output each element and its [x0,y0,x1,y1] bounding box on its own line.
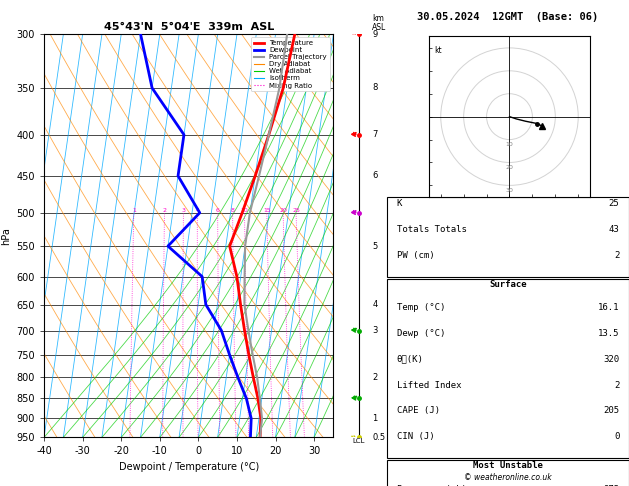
Text: Dewp (°C): Dewp (°C) [396,329,445,338]
Text: K: K [396,199,402,208]
Text: 15: 15 [263,208,270,213]
Text: 6: 6 [372,172,378,180]
Text: 972: 972 [603,485,620,486]
Text: 16.1: 16.1 [598,303,620,312]
Text: kt: kt [434,46,442,54]
Text: 1: 1 [372,414,377,423]
Y-axis label: hPa: hPa [1,227,11,244]
Text: 9: 9 [372,30,377,38]
Text: 0.5: 0.5 [372,433,386,442]
Text: 1: 1 [132,208,136,213]
Text: 3: 3 [372,326,378,335]
Text: 7: 7 [372,130,378,139]
Text: 8: 8 [372,84,378,92]
Text: 2: 2 [614,251,620,260]
X-axis label: Dewpoint / Temperature (°C): Dewpoint / Temperature (°C) [119,462,259,472]
Text: 3: 3 [181,208,186,213]
Text: Totals Totals: Totals Totals [396,225,466,234]
Text: 320: 320 [603,355,620,364]
Text: 10: 10 [241,208,248,213]
Text: 205: 205 [603,406,620,416]
Text: km
ASL: km ASL [372,14,387,32]
Text: LCL: LCL [352,438,365,445]
Text: Pressure (mb): Pressure (mb) [396,485,466,486]
Bar [387,279,629,458]
Text: 30.05.2024  12GMT  (Base: 06): 30.05.2024 12GMT (Base: 06) [417,12,599,22]
Text: PW (cm): PW (cm) [396,251,434,260]
Text: 30: 30 [506,188,513,192]
Text: CIN (J): CIN (J) [396,432,434,441]
Text: 20: 20 [279,208,287,213]
Text: 25: 25 [292,208,300,213]
Text: Most Unstable: Most Unstable [473,462,543,470]
Text: 2: 2 [162,208,167,213]
Text: 10: 10 [506,142,513,147]
Text: 6: 6 [216,208,220,213]
Text: CAPE (J): CAPE (J) [396,406,440,416]
Text: 25: 25 [609,199,620,208]
Bar [387,197,629,277]
Text: Surface: Surface [489,280,526,289]
Text: 0: 0 [614,432,620,441]
Text: 8: 8 [231,208,235,213]
Text: 2: 2 [614,381,620,390]
Text: 43: 43 [609,225,620,234]
Text: 4: 4 [196,208,199,213]
Bar [387,460,629,486]
Text: 4: 4 [372,300,377,309]
Title: 45°43'N  5°04'E  339m  ASL: 45°43'N 5°04'E 339m ASL [104,22,274,32]
Text: θᴇ(K): θᴇ(K) [396,355,423,364]
Legend: Temperature, Dewpoint, Parcel Trajectory, Dry Adiabat, Wet Adiabat, Isotherm, Mi: Temperature, Dewpoint, Parcel Trajectory… [251,37,330,91]
Text: 2: 2 [372,373,377,382]
Text: 13.5: 13.5 [598,329,620,338]
Text: Lifted Index: Lifted Index [396,381,461,390]
Text: © weatheronline.co.uk: © weatheronline.co.uk [464,473,552,482]
Text: Temp (°C): Temp (°C) [396,303,445,312]
Text: 20: 20 [506,165,513,170]
Text: 5: 5 [372,242,377,251]
